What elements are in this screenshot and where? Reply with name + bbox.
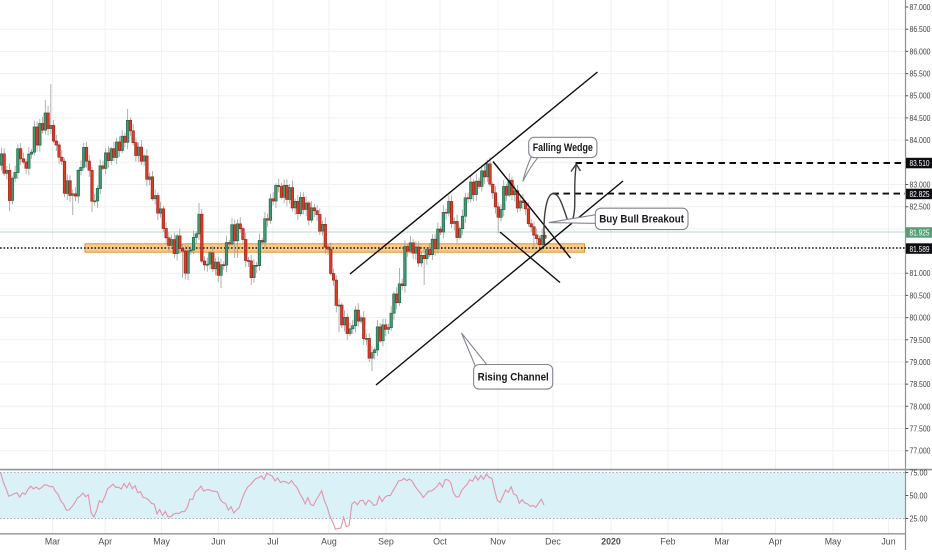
svg-text:May: May: [825, 537, 842, 547]
svg-text:80.500: 80.500: [910, 290, 931, 300]
svg-text:77.500: 77.500: [910, 424, 931, 434]
svg-text:86.500: 86.500: [910, 24, 931, 34]
svg-text:77.000: 77.000: [910, 446, 931, 456]
svg-text:79.500: 79.500: [910, 335, 931, 345]
svg-text:Mar: Mar: [714, 537, 729, 547]
svg-text:Apr: Apr: [98, 537, 112, 547]
svg-text:81.000: 81.000: [910, 268, 931, 278]
svg-text:86.000: 86.000: [910, 46, 931, 56]
svg-text:May: May: [153, 537, 170, 547]
svg-text:81.589: 81.589: [910, 244, 930, 254]
svg-text:82.500: 82.500: [910, 202, 931, 212]
svg-text:83.000: 83.000: [910, 180, 931, 190]
svg-text:25.00: 25.00: [910, 514, 928, 524]
svg-text:85.500: 85.500: [910, 69, 931, 79]
svg-text:Buy Bull Breakout: Buy Bull Breakout: [599, 214, 684, 226]
svg-text:84.500: 84.500: [910, 113, 931, 123]
svg-text:82.825: 82.825: [910, 189, 930, 199]
svg-text:2020: 2020: [601, 537, 621, 547]
svg-text:Nov: Nov: [490, 537, 506, 547]
svg-text:83.510: 83.510: [910, 158, 930, 168]
svg-text:Jun: Jun: [211, 537, 225, 547]
svg-text:75.00: 75.00: [910, 468, 928, 478]
svg-text:Dec: Dec: [545, 537, 561, 547]
svg-text:Feb: Feb: [660, 537, 675, 547]
svg-text:Sep: Sep: [378, 537, 394, 547]
svg-text:50.00: 50.00: [910, 491, 928, 501]
svg-text:Rising Channel: Rising Channel: [478, 372, 549, 384]
svg-text:84.000: 84.000: [910, 135, 931, 145]
svg-text:Jul: Jul: [267, 537, 278, 547]
svg-text:78.000: 78.000: [910, 401, 931, 411]
svg-text:85.000: 85.000: [910, 91, 931, 101]
svg-text:81.925: 81.925: [910, 228, 930, 238]
svg-text:Mar: Mar: [45, 537, 60, 547]
svg-text:80.000: 80.000: [910, 313, 931, 323]
svg-text:Apr: Apr: [769, 537, 783, 547]
svg-text:78.500: 78.500: [910, 379, 931, 389]
svg-text:Aug: Aug: [321, 537, 337, 547]
svg-text:87.000: 87.000: [910, 2, 931, 12]
svg-text:Falling Wedge: Falling Wedge: [533, 142, 593, 154]
svg-text:79.000: 79.000: [910, 357, 931, 367]
svg-text:Oct: Oct: [433, 537, 447, 547]
svg-text:Jun: Jun: [881, 537, 895, 547]
